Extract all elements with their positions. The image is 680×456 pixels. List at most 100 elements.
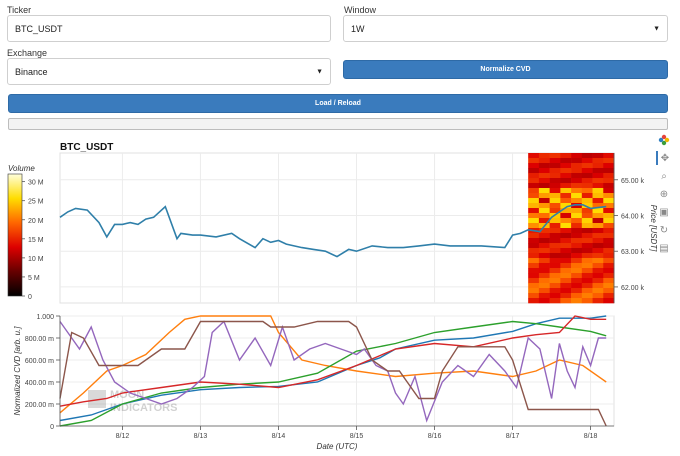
heatmap-cell (581, 258, 593, 264)
heatmap-cell (603, 163, 615, 169)
heatmap-cell (581, 298, 593, 304)
heatmap-cell (538, 293, 550, 299)
heatmap-cell (549, 243, 561, 249)
heatmap-cell (592, 243, 604, 249)
window-select[interactable]: 1W ▼ (343, 15, 668, 42)
heatmap-cell (528, 193, 540, 199)
heatmap-cell (528, 163, 540, 169)
heatmap-cell (603, 193, 615, 199)
chevron-down-icon: ▼ (316, 68, 323, 75)
heatmap-cell (581, 263, 593, 269)
heatmap-cell (549, 183, 561, 189)
heatmap-cell (603, 263, 615, 269)
heatmap-cell (549, 298, 561, 304)
heatmap-cell (581, 233, 593, 239)
heatmap-cell (538, 273, 550, 279)
heatmap-cell (603, 288, 615, 294)
heatmap-cell (560, 178, 572, 184)
heatmap-cell (528, 268, 540, 274)
colorbar-tick-label: 20 M (28, 218, 44, 225)
heatmap-cell (592, 173, 604, 179)
heatmap-cell (560, 238, 572, 244)
heatmap-cell (560, 243, 572, 249)
heatmap-cell (603, 253, 615, 259)
window-label: Window (344, 5, 377, 15)
heatmap-cell (571, 248, 583, 254)
heatmap-cell (592, 178, 604, 184)
x-tick-label: 8/14 (272, 433, 286, 440)
heatmap-cell (560, 268, 572, 274)
load-reload-button[interactable]: Load / Reload (8, 94, 668, 113)
heatmap-cell (571, 253, 583, 259)
cvd-series-line (59, 320, 607, 427)
x-tick-label: 8/17 (506, 433, 520, 440)
heatmap-cell (560, 173, 572, 179)
normalize-cvd-button[interactable]: Normalize CVD (343, 60, 668, 79)
wheel-zoom-icon[interactable]: ⊕ (659, 188, 669, 200)
heatmap-cell (560, 228, 572, 234)
heatmap-cell (571, 163, 583, 169)
heatmap-cell (592, 208, 604, 214)
heatmap-cell (571, 183, 583, 189)
heatmap-cell (581, 283, 593, 289)
heatmap-cell (581, 153, 593, 159)
save-icon[interactable]: ▣ (659, 206, 669, 218)
watermark-logo-icon (88, 390, 106, 408)
heatmap-cell (581, 208, 593, 214)
reset-icon[interactable]: ↻ (659, 224, 669, 236)
heatmap-cell (581, 218, 593, 224)
heatmap-cell (549, 198, 561, 204)
heatmap-cell (538, 168, 550, 174)
heatmap-cell (560, 288, 572, 294)
heatmap-cell (571, 193, 583, 199)
cvd-tick-label: 200.00 m (25, 402, 54, 409)
heatmap-cell (560, 293, 572, 299)
heatmap-cell (528, 178, 540, 184)
heatmap-cell (528, 263, 540, 269)
heatmap-cell (549, 293, 561, 299)
heatmap-cell (571, 178, 583, 184)
colorbar-tick-label: 10 M (28, 256, 44, 263)
heatmap-cell (571, 298, 583, 304)
heatmap-cell (528, 243, 540, 249)
heatmap-cell (592, 298, 604, 304)
pan-icon[interactable]: ✥ (656, 151, 672, 165)
heatmap-cell (538, 248, 550, 254)
exchange-select[interactable]: Binance ▼ (7, 58, 331, 85)
heatmap-cell (603, 258, 615, 264)
heatmap-cell (528, 283, 540, 289)
heatmap-cell (528, 273, 540, 279)
heatmap-cell (538, 233, 550, 239)
hover-icon[interactable]: ▤ (659, 242, 669, 254)
heatmap-cell (581, 188, 593, 194)
cvd-axis-ticks: 0 200.00 m 400.00 m 600.00 m 800.00 m 1.000 (25, 314, 60, 431)
zoom-icon[interactable]: ⌕ (661, 170, 667, 182)
heatmap-cell (538, 193, 550, 199)
heatmap-cell (571, 258, 583, 264)
heatmap-cell (549, 223, 561, 229)
heatmap-cell (538, 258, 550, 264)
window-value: 1W (351, 23, 365, 34)
watermark: MOON INDICATORS (88, 389, 177, 414)
heatmap-cell (538, 263, 550, 269)
heatmap-cell (538, 198, 550, 204)
heatmap-cell (560, 248, 572, 254)
bokeh-logo-icon[interactable] (656, 133, 672, 147)
heatmap-cell (538, 173, 550, 179)
heatmap-cell (592, 293, 604, 299)
heatmap-cell (560, 168, 572, 174)
price-tick-label: 63.00 k (621, 249, 644, 256)
price-tick-label: 64.00 k (621, 214, 644, 221)
heatmap-cell (603, 243, 615, 249)
progress-bar (8, 118, 668, 130)
heatmap-cell (560, 163, 572, 169)
heatmap-cell (581, 163, 593, 169)
heatmap-cell (571, 263, 583, 269)
ticker-label: Ticker (7, 5, 32, 15)
heatmap-cell (560, 278, 572, 284)
ticker-input[interactable]: BTC_USDT (7, 15, 331, 42)
heatmap-cell (549, 203, 561, 209)
heatmap-cell (560, 233, 572, 239)
heatmap-cell (581, 213, 593, 219)
